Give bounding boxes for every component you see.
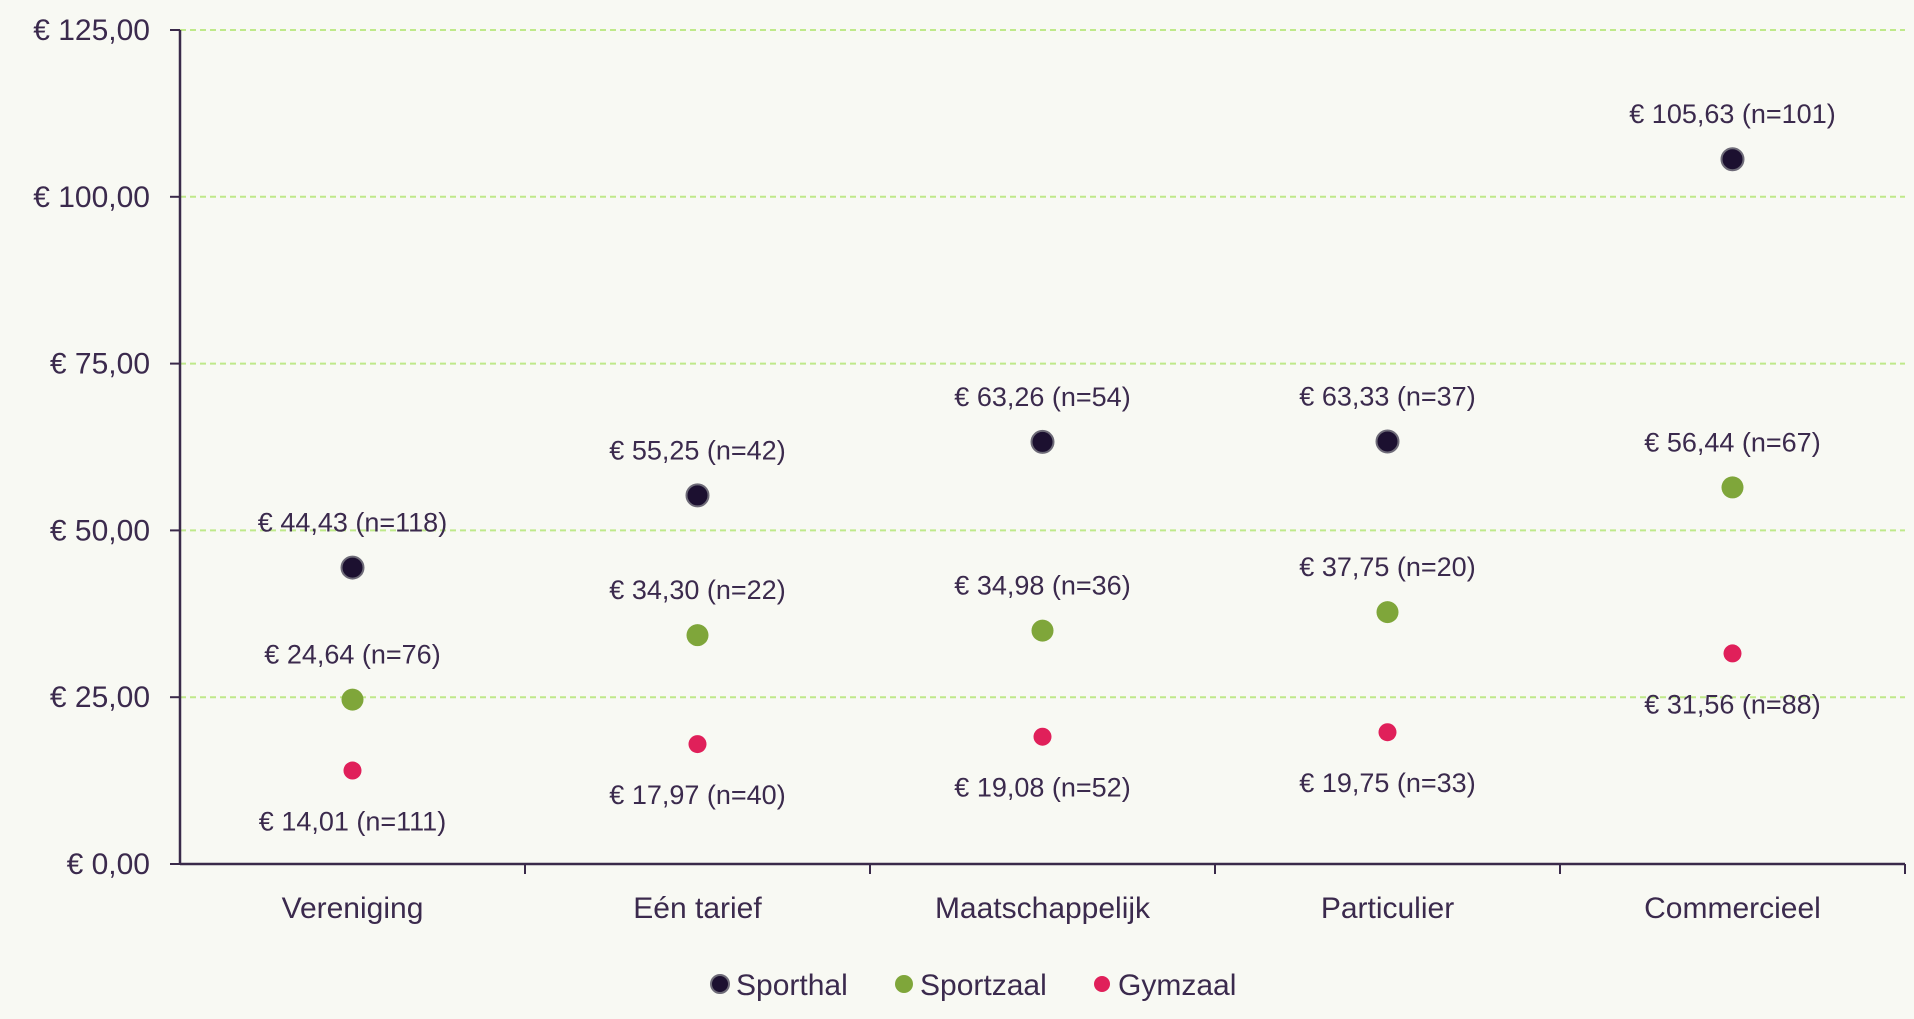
data-point-sporthal [340, 555, 365, 580]
data-point-sporthal [1375, 429, 1400, 454]
data-point-gymzaal [1723, 644, 1742, 663]
legend-item-sportzaal: Sportzaal [895, 969, 1047, 1002]
data-point-sporthal [1030, 429, 1055, 454]
data-point-sportzaal [1721, 476, 1744, 499]
y-tick-label: € 125,00 [33, 14, 150, 47]
legend-marker [895, 975, 913, 993]
y-tick-label: € 25,00 [50, 681, 150, 714]
data-label: € 63,33 (n=37) [1299, 381, 1475, 411]
data-labels: € 44,43 (n=118) € 55,25 (n=42) € 63,26 (n=… [258, 99, 1836, 836]
legend-marker [1094, 976, 1110, 992]
legend-label: Sporthal [736, 969, 848, 1002]
grid-lines [180, 29, 1905, 699]
legend-item-gymzaal: Gymzaal [1094, 969, 1236, 1002]
legend-label: Gymzaal [1118, 969, 1236, 1002]
data-label: € 19,08 (n=52) [954, 773, 1130, 803]
x-tick-label: Commercieel [1644, 892, 1821, 925]
data-label: € 55,25 (n=42) [609, 435, 785, 465]
data-point-gymzaal [1033, 727, 1052, 746]
data-label: € 17,97 (n=40) [609, 780, 785, 810]
data-label: € 34,30 (n=22) [609, 575, 785, 605]
data-point-sporthal [685, 483, 710, 508]
x-tick-label: Maatschappelijk [935, 892, 1151, 925]
y-tick-label: € 50,00 [50, 514, 150, 547]
data-points [340, 147, 1745, 780]
data-point-sportzaal [686, 624, 709, 647]
y-tick-label: € 100,00 [33, 181, 150, 214]
data-point-gymzaal [1378, 723, 1397, 742]
data-label: € 24,64 (n=76) [264, 640, 440, 670]
data-label: € 34,98 (n=36) [954, 571, 1130, 601]
data-label: € 37,75 (n=20) [1299, 552, 1475, 582]
legend-label: Sportzaal [920, 969, 1047, 1002]
data-point-sporthal [1720, 147, 1745, 172]
data-point-gymzaal [688, 735, 707, 754]
data-point-gymzaal [343, 761, 362, 780]
legend: Sporthal Sportzaal Gymzaal [710, 969, 1236, 1002]
x-tick-labels: Vereniging Eén tarief Maatschappelijk Parti… [282, 892, 1821, 925]
y-tick-label: € 0,00 [67, 848, 150, 881]
data-label: € 14,01 (n=111) [259, 807, 446, 837]
data-label: € 19,75 (n=33) [1299, 768, 1475, 798]
x-tick-label: Eén tarief [633, 892, 762, 925]
data-label: € 44,43 (n=118) [258, 508, 447, 538]
x-tick-label: Vereniging [282, 892, 424, 925]
axes [170, 29, 1906, 874]
y-tick-labels: € 0,00 € 25,00 € 50,00 € 75,00 € 100,00 € 125… [33, 14, 150, 881]
data-label: € 105,63 (n=101) [1629, 99, 1835, 129]
data-label: € 56,44 (n=67) [1644, 427, 1820, 457]
x-tick-label: Particulier [1321, 892, 1454, 925]
legend-marker [710, 974, 730, 994]
data-point-sportzaal [341, 688, 364, 711]
data-point-sportzaal [1031, 619, 1054, 642]
data-label: € 31,56 (n=88) [1644, 689, 1820, 719]
data-label: € 63,26 (n=54) [954, 382, 1130, 412]
legend-item-sporthal: Sporthal [710, 969, 848, 1002]
data-point-sportzaal [1376, 601, 1399, 624]
y-tick-label: € 75,00 [50, 348, 150, 381]
